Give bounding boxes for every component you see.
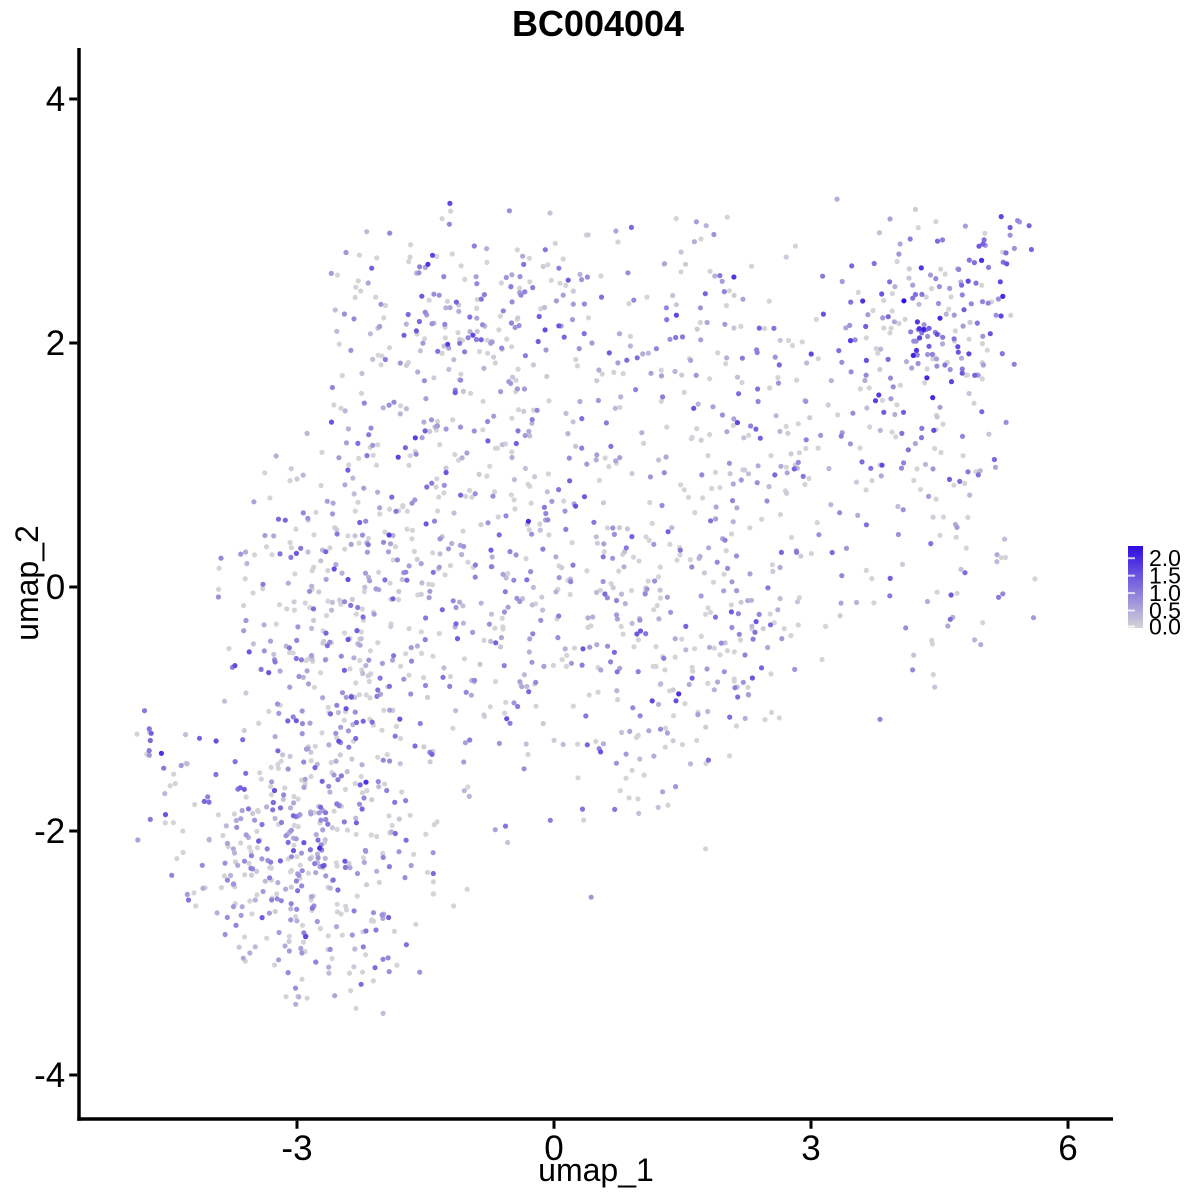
legend-tick-label: 0.0 [1149, 614, 1181, 640]
legend-gradient-bar [1128, 546, 1143, 628]
color-legend: 2.01.51.00.50.0 [1128, 545, 1181, 640]
scatter-points [134, 196, 1038, 1017]
y-tick-label: 2 [46, 324, 65, 363]
x-axis-title: umap_1 [538, 1152, 654, 1188]
plot-title: BC004004 [512, 3, 684, 44]
x-tick-label: 0 [544, 1129, 563, 1168]
y-tick-label: 0 [46, 568, 65, 607]
x-tick-label: 3 [801, 1129, 820, 1168]
y-tick-label: -4 [34, 1056, 65, 1095]
legend-tick-label: 2.0 [1149, 545, 1181, 571]
legend-tick-label: 1.5 [1149, 563, 1181, 589]
y-axis-ticks: 4 2 0 -2 -4 [34, 80, 78, 1095]
legend-ticks [1128, 557, 1135, 628]
legend-tick-label: 1.0 [1149, 580, 1181, 606]
legend-labels: 2.01.51.00.50.0 [1149, 545, 1181, 639]
y-axis-title: umap_2 [9, 525, 45, 641]
legend-tick-label: 0.5 [1149, 598, 1181, 624]
y-tick-label: 4 [46, 80, 65, 119]
x-tick-label: 6 [1058, 1129, 1077, 1168]
axes [77, 48, 1113, 1121]
x-tick-label: -3 [281, 1129, 312, 1168]
y-tick-label: -2 [34, 812, 65, 851]
x-axis-ticks: -3 0 3 6 [281, 1120, 1078, 1168]
